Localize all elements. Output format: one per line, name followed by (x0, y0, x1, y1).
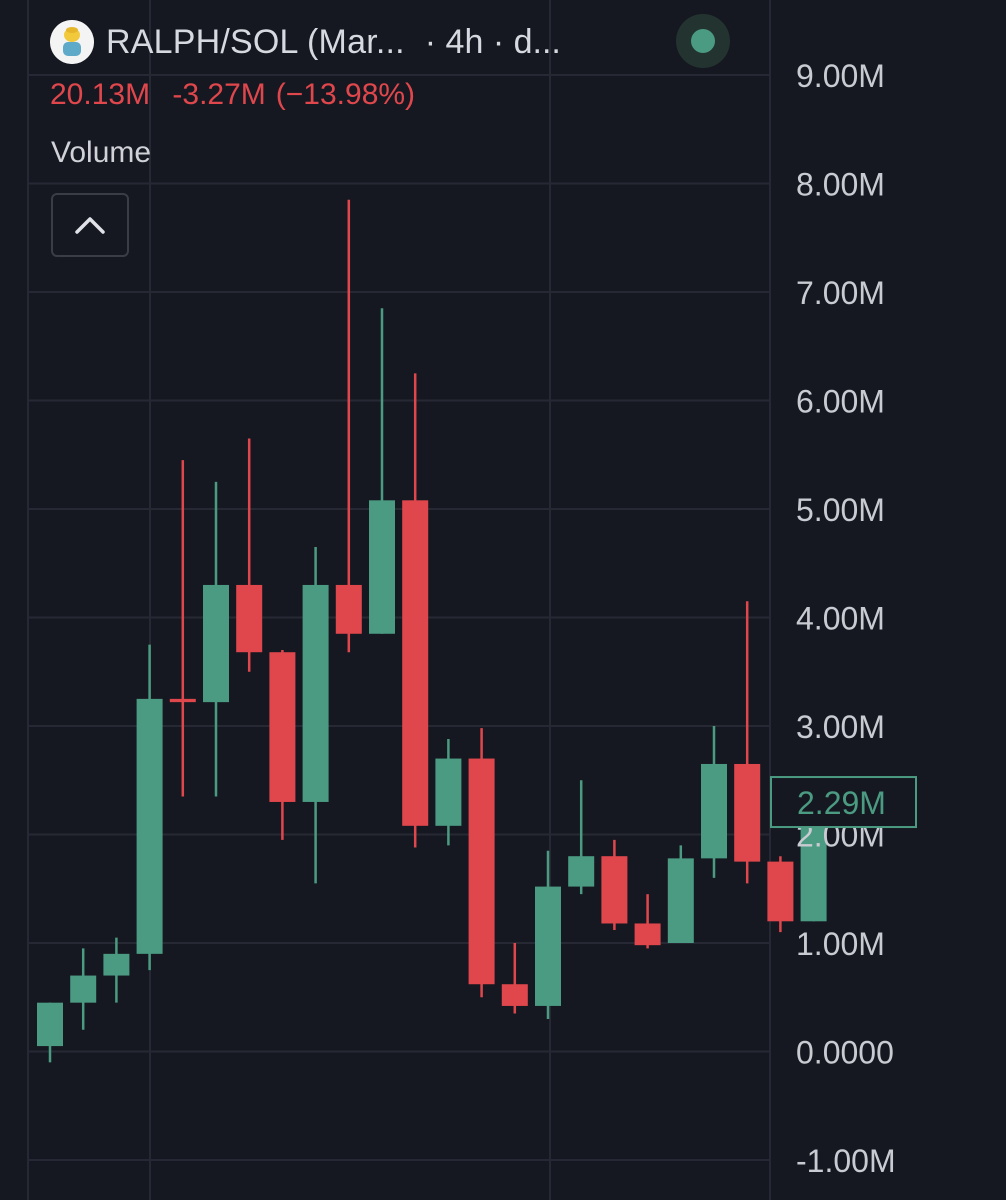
y-tick-label: 9.00M (796, 58, 885, 94)
change-value: -3.27M (172, 78, 266, 111)
candle-body (402, 500, 429, 826)
y-tick-label: 7.00M (796, 275, 885, 311)
candle (37, 1002, 63, 1063)
y-tick-label: 6.00M (796, 384, 885, 420)
candle-body (701, 763, 727, 859)
candle-body (70, 975, 97, 1003)
candle (568, 780, 595, 895)
candle-body (501, 984, 528, 1006)
last-price-marker: 2.29M (770, 776, 917, 829)
y-tick-label: 3.00M (796, 709, 885, 745)
y-tick-label: 8.00M (796, 167, 885, 203)
candle-body (236, 584, 263, 653)
candle-body (37, 1002, 63, 1047)
candle (269, 650, 296, 840)
candle-body (435, 758, 462, 826)
chart-grid (27, 0, 771, 1200)
candle-body (601, 856, 628, 924)
candle-body (169, 698, 196, 703)
ralph-avatar-icon[interactable] (50, 20, 94, 64)
candle-body (767, 861, 794, 922)
current-value: 20.13M (50, 78, 151, 111)
y-tick-label: 1.00M (796, 926, 885, 962)
candle-body (203, 584, 229, 703)
candle (369, 308, 395, 634)
candle (203, 481, 229, 797)
candles (37, 199, 827, 1063)
live-status-dot-icon (691, 29, 715, 53)
candle-body (269, 652, 296, 802)
candle (103, 937, 130, 1003)
candle-body (568, 856, 595, 887)
y-tick-label: 4.00M (796, 601, 885, 637)
y-tick-label: 0.0000 (796, 1035, 894, 1071)
candle (601, 839, 628, 930)
candle-body (667, 858, 694, 943)
last-price-label: 2.29M (797, 785, 886, 821)
live-status-button[interactable] (676, 14, 730, 68)
candle (435, 739, 462, 846)
candle-body (734, 763, 761, 862)
candle (136, 644, 163, 971)
candle (535, 850, 561, 1019)
price-axis[interactable]: 9.00M8.00M7.00M6.00M5.00M4.00M3.00M2.00M… (796, 58, 896, 1179)
candle (468, 728, 495, 998)
candle (701, 726, 727, 878)
study-label[interactable]: Volume (51, 136, 152, 169)
candle (402, 373, 429, 848)
candle-body (302, 584, 329, 802)
candle (236, 438, 263, 672)
candle (335, 199, 362, 653)
y-tick-label: -1.00M (796, 1143, 896, 1179)
candle (734, 601, 761, 884)
chevron-up-icon (75, 217, 105, 234)
candle (667, 845, 694, 943)
candle (169, 460, 196, 797)
interval-label[interactable]: · 4h · d... (424, 22, 561, 61)
chart-header: RALPH/SOL (Mar... · 4h · d... (50, 14, 561, 70)
candle (70, 948, 97, 1030)
y-tick-label: 5.00M (796, 492, 885, 528)
candle-body (535, 886, 561, 1006)
candle-body (468, 758, 495, 985)
candle-body (335, 584, 362, 634)
ohlc-values: 20.13M -3.27M (−13.98%) (50, 78, 415, 112)
candle-body (369, 500, 395, 634)
candle (501, 943, 528, 1014)
candle (634, 894, 661, 949)
candle-body (634, 923, 661, 946)
last-price-box (770, 776, 917, 829)
candle-body (103, 953, 130, 976)
candle-body (136, 698, 163, 954)
collapse-button[interactable] (51, 193, 129, 257)
pair-title[interactable]: RALPH/SOL (Mar... (106, 22, 405, 61)
candle (767, 856, 794, 933)
change-percent: (−13.98%) (275, 78, 416, 111)
candle (302, 546, 329, 884)
